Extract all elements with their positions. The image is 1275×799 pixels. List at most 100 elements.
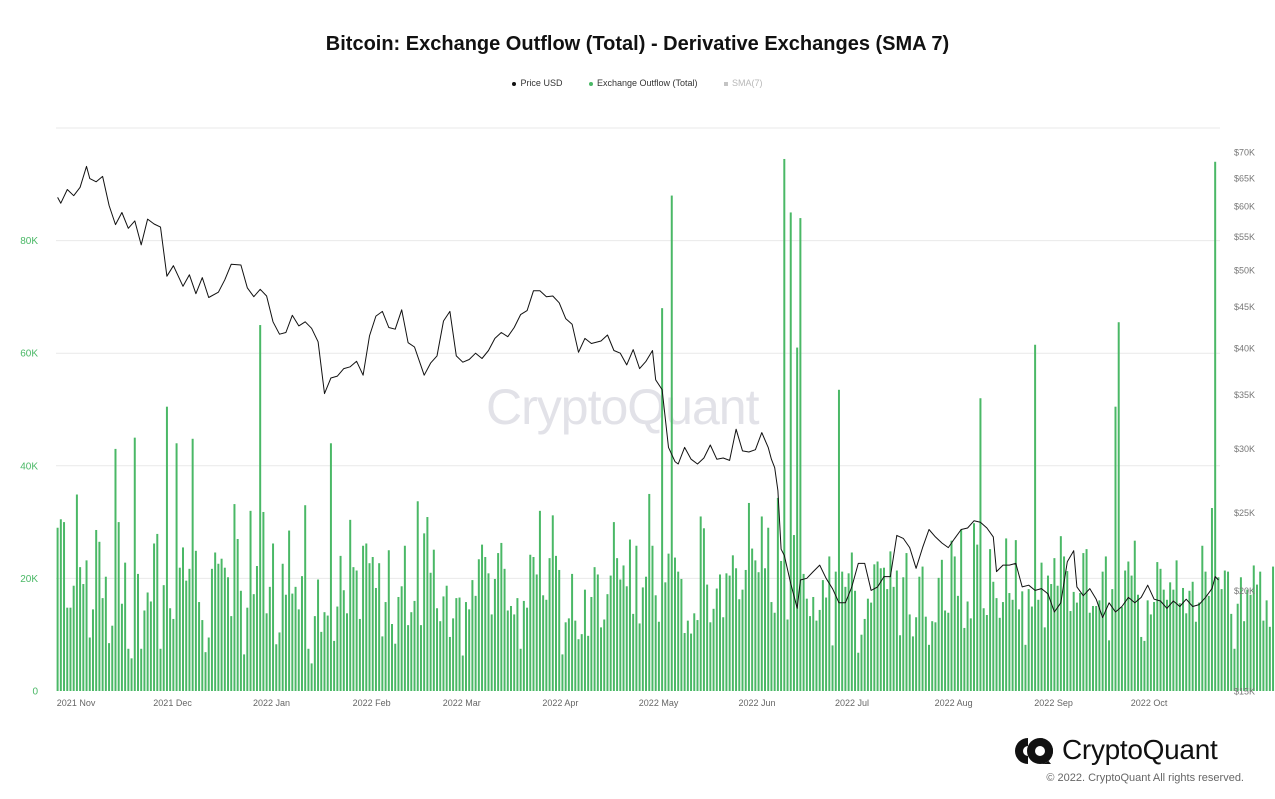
outflow-bar [863,618,866,691]
outflow-bar [928,644,930,691]
outflow-bar [133,437,136,691]
legend: Price USD Exchange Outflow (Total) SMA(7… [0,78,1275,88]
chart-title: Bitcoin: Exchange Outflow (Total) - Deri… [325,33,950,55]
outflow-bar [1162,589,1165,691]
outflow-bar [625,586,628,691]
outflow-bar [699,516,702,691]
outflow-bar [432,549,435,691]
y-right-tick-label: $40K [1234,343,1255,353]
outflow-bar [1104,556,1107,691]
outflow-bar [754,560,757,691]
outflow-bar [889,551,892,691]
outflow-bar [284,594,287,691]
outflow-bar [657,621,660,691]
outflow-bar [63,522,66,691]
outflow-bar [583,589,586,691]
outflow-bar [1133,540,1136,691]
outflow-bar [587,635,590,691]
legend-item-outflow[interactable]: Exchange Outflow (Total) [588,78,698,88]
outflow-bar [214,552,217,691]
y-left-tick-label: 80K [20,236,38,247]
outflow-bar [715,588,718,691]
outflow-bar [98,541,101,691]
outflow-bar [204,652,207,691]
outflow-bar [201,620,204,691]
outflow-bar [1072,591,1075,691]
outflow-bar [770,602,773,691]
outflow-bar [1182,587,1185,691]
outflow-bar [358,618,361,691]
outflow-bar [1265,600,1268,691]
outflow-bar [149,601,152,691]
outflow-bar [532,557,535,691]
outflow-bar [339,555,342,691]
outflow-bar [69,607,72,691]
outflow-bar [947,612,950,691]
outflow-bar [728,575,731,691]
outflow-bar [1098,600,1101,691]
outflow-bar [812,596,815,691]
outflow-bar [654,595,657,691]
outflow-bar [342,590,345,691]
outflow-bar [352,567,355,691]
outflow-bar [455,598,458,691]
outflow-bar [513,614,516,691]
outflow-bar [1075,602,1078,691]
outflow-bar [738,599,741,691]
outflow-bar [114,448,117,691]
outflow-bar [88,637,91,691]
outflow-bar [632,613,635,691]
x-tick-label: 2021 Dec [153,698,192,708]
x-tick-label: 2022 Jan [253,698,290,708]
outflow-bar [487,573,490,691]
outflow-bar [969,618,972,691]
outflow-bar [1165,599,1168,691]
outflow-bar [346,613,348,691]
outflow-bar [882,567,885,691]
outflow-bar [59,519,62,691]
outflow-bar [120,603,123,691]
outflow-bar [1001,602,1004,691]
outflow-bar [227,577,230,691]
outflow-bar [111,625,114,691]
outflow-bar [1027,589,1030,691]
outflow-bar [217,563,220,691]
outflow-bar [169,608,172,691]
outflow-bar [825,597,828,691]
x-tick-label: 2022 Sep [1034,698,1073,708]
outflow-bar [1050,584,1053,691]
legend-item-sma[interactable]: SMA(7) [724,78,763,88]
outflow-bar [381,636,384,691]
legend-label-outflow: Exchange Outflow (Total) [596,78,698,88]
outflow-bar [1243,621,1246,691]
legend-item-price[interactable]: Price USD [512,78,562,88]
outflow-bar [198,602,201,691]
outflow-bar [391,624,394,691]
outflow-bar [223,567,226,691]
outflow-bar [664,582,667,691]
outflow-bar [413,600,416,691]
outflow-bar [477,559,480,691]
outflow-bar [1056,585,1059,691]
outflow-bar [1220,589,1223,691]
legend-square-icon [724,81,729,86]
price-line [57,165,1219,619]
outflow-bar [998,617,1001,691]
x-tick-label: 2022 Oct [1131,698,1168,708]
outflow-bar [471,580,474,691]
outflow-bar [1175,560,1178,691]
outflow-bar [1143,640,1146,691]
outflow-bar [558,569,561,691]
outflow-bar [85,560,88,691]
x-axis: 2021 Nov 2021 Dec 2022 Jan 2022 Feb 2022 Mar… [57,698,1168,708]
outflow-bar [796,347,799,691]
outflow-bar [1169,582,1172,691]
outflow-bar [866,598,869,691]
outflow-bar [911,636,914,691]
outflow-bar [973,523,976,691]
outflow-bar [1201,545,1204,691]
outflow-bar [918,576,921,691]
outflow-bar [799,218,802,691]
outflow-bar [1188,590,1191,691]
